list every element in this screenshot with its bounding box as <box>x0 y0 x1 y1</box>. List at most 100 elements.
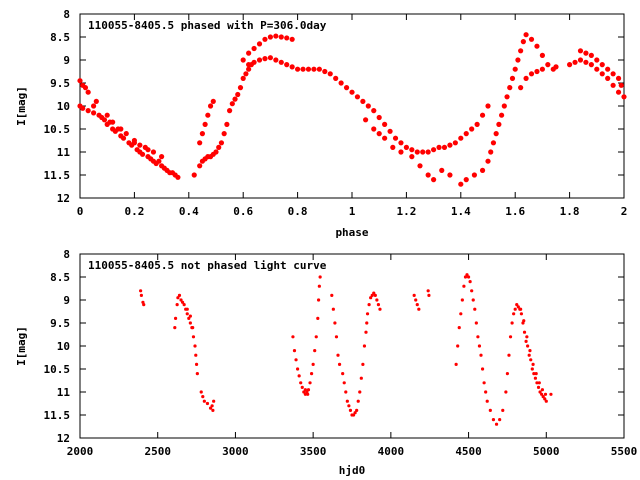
chart-0-data-point <box>567 62 573 68</box>
chart-0-data-point <box>485 103 491 109</box>
chart-1-data-point <box>477 344 482 348</box>
chart-1-x-tick-label: 2500 <box>144 445 171 458</box>
chart-1-data-point <box>309 372 314 376</box>
chart-0-data-point <box>469 126 475 132</box>
chart-1-data-point <box>414 298 418 302</box>
chart-0-y-tick-label: 11 <box>57 146 71 159</box>
chart-0-data-point <box>621 94 627 100</box>
chart-1-data-point <box>473 307 477 311</box>
chart-0-data-point <box>414 149 420 155</box>
chart-1-y-tick-label: 10 <box>57 340 70 353</box>
chart-0-plot-frame <box>79 13 625 199</box>
chart-1-data-point <box>482 381 486 385</box>
chart-1-data-point <box>176 296 180 300</box>
chart-0-data-point <box>452 140 458 146</box>
chart-1-data-point <box>313 349 317 353</box>
chart-0-data-point <box>104 112 110 118</box>
chart-0-x-tick-label: 1.2 <box>396 205 416 218</box>
chart-1-data-point <box>308 381 312 385</box>
chart-1-data-point <box>302 390 306 394</box>
chart-1-data-point <box>528 349 532 353</box>
chart-1-data-point <box>417 307 421 311</box>
chart-0-data-point <box>390 144 396 150</box>
chart-1-data-point <box>375 298 379 302</box>
chart-1-data-point <box>194 362 199 366</box>
chart-0-data-point <box>371 108 377 114</box>
chart-0-data-point <box>387 128 393 134</box>
chart-1-data-point <box>317 284 321 288</box>
chart-0-data-point <box>229 101 235 107</box>
chart-0-data-point <box>256 41 263 47</box>
chart-0-x-tick-label: 1.8 <box>560 205 580 218</box>
chart-1-data-point <box>185 307 189 311</box>
chart-0-data-point <box>137 142 143 148</box>
chart-0-y-tick-label: 12 <box>57 192 70 205</box>
chart-1-data-point <box>342 381 346 385</box>
chart-1-data-point <box>364 330 368 334</box>
chart-0-data-point <box>213 149 219 155</box>
chart-0-data-point <box>246 50 252 56</box>
chart-0-data-point <box>545 62 551 68</box>
chart-0-data-point <box>376 131 382 137</box>
chart-0-data-point <box>618 82 624 88</box>
chart-0-data-point <box>150 149 157 155</box>
chart-1-data-point <box>353 411 357 415</box>
chart-1-data-point <box>370 293 374 297</box>
chart-1-y-axis-title: I[mag] <box>15 326 28 366</box>
chart-1-data-point <box>193 344 197 348</box>
chart-1-x-tick-label: 5000 <box>533 445 560 458</box>
chart-0-data-point <box>343 85 350 91</box>
chart-1-data-point <box>427 293 431 297</box>
chart-0-data-point <box>371 126 377 132</box>
chart-1-data-point <box>334 335 339 339</box>
chart-0-data-point <box>553 64 559 70</box>
chart-0-data-point <box>615 89 622 95</box>
chart-0-data-point <box>382 121 388 127</box>
chart-1-data-point <box>512 312 516 316</box>
chart-0-data-point <box>240 57 246 63</box>
chart-0-data-point <box>398 140 404 146</box>
chart-0-y-tick-label: 8 <box>63 8 70 21</box>
chart-0-data-point <box>191 172 197 178</box>
chart-1-y-tick-label: 11 <box>57 386 71 399</box>
chart-0-data-point <box>197 163 203 169</box>
chart-1-data-point <box>378 307 382 311</box>
chart-1-data-point <box>540 388 545 392</box>
chart-1-data-point <box>348 408 353 412</box>
chart-1-data-point <box>180 300 185 304</box>
chart-1-data-point <box>187 316 191 320</box>
chart-0-y-tick-label: 11.5 <box>44 169 71 182</box>
chart-0-data-point <box>300 66 306 72</box>
chart-1-data-point <box>300 385 304 389</box>
chart-1-data-point <box>412 293 416 297</box>
chart-1-data-point <box>356 399 360 403</box>
chart-1-data-point <box>516 305 520 309</box>
chart-0-x-tick-label: 1.6 <box>505 205 525 218</box>
chart-1-data-point <box>188 321 192 325</box>
chart-0-data-point <box>588 62 594 68</box>
chart-0-data-point <box>409 154 415 160</box>
chart-0-data-point <box>474 121 480 127</box>
chart-1-data-point <box>303 392 307 396</box>
chart-1-data-point <box>359 376 363 380</box>
chart-1-data-point <box>205 401 210 406</box>
chart-0-data-point <box>485 158 491 164</box>
chart-1-data-point <box>175 303 179 307</box>
chart-1-data-point <box>372 291 376 295</box>
chart-0-data-point <box>284 62 290 68</box>
chart-1-data-point <box>373 293 377 297</box>
chart-1-data-point <box>549 392 553 396</box>
chart-1-data-point <box>543 392 548 396</box>
chart-0-data-point <box>289 64 295 70</box>
chart-1-data-point <box>296 367 300 371</box>
chart-0-data-point <box>507 85 513 91</box>
chart-1-data-point <box>513 307 517 311</box>
chart-0-y-tick-label: 8.5 <box>50 31 70 44</box>
chart-1-data-point <box>456 344 460 348</box>
chart-1-data-point <box>369 296 373 300</box>
chart-1-data-point <box>505 372 510 376</box>
chart-1-y-tick-label: 8.5 <box>50 271 70 284</box>
chart-0-data-point <box>496 121 502 127</box>
chart-1-x-tick-label: 4500 <box>455 445 482 458</box>
